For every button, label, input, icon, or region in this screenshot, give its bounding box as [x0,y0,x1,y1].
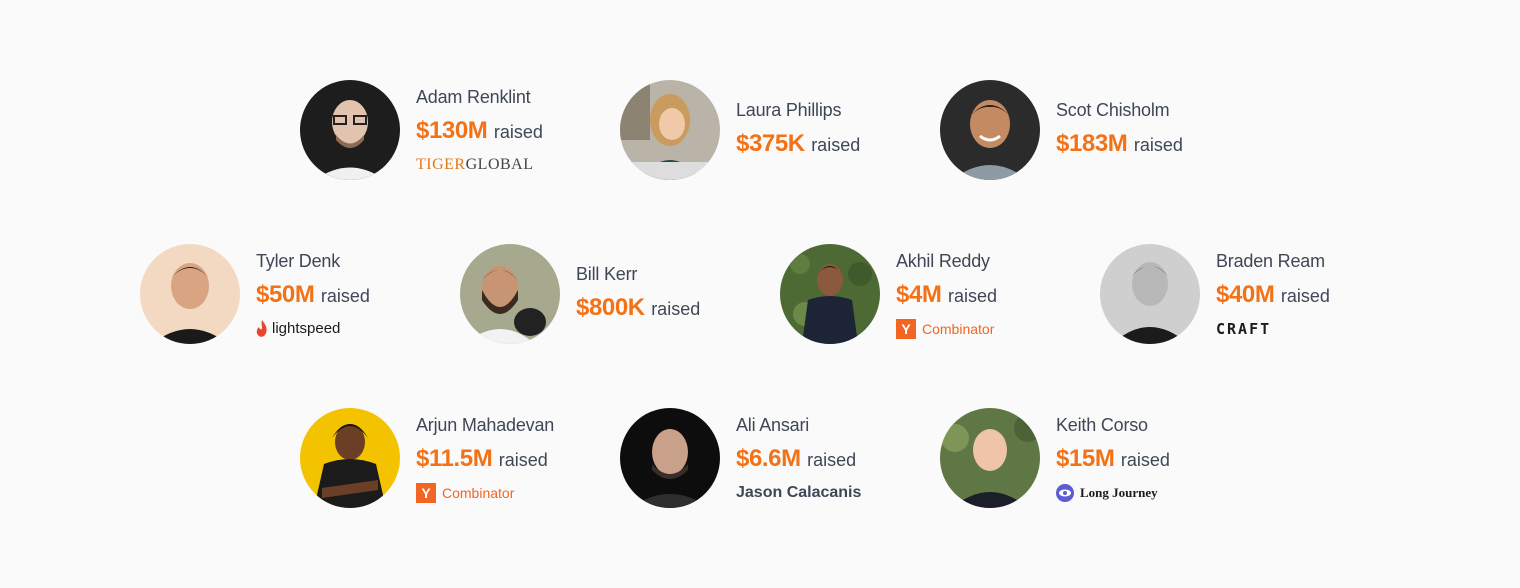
founder-card: Adam Renklint $130M raised TIGER GLOBAL [300,80,600,180]
founder-card: Akhil Reddy $4M raised Y Combinator [780,244,1080,344]
raised-label: raised [947,285,997,306]
founder-card: Scot Chisholm $183M raised [940,80,1240,180]
raise-line: $6.6M raised [736,444,926,477]
investor-logo-y-combinator: Y Combinator [416,482,606,503]
avatar [1100,244,1200,344]
raise-line: $130M raised [416,116,606,149]
raised-label: raised [1120,449,1170,470]
investor-logo-craft: CRAFT [1216,319,1272,338]
investor-logo-part: GLOBAL [465,155,534,173]
raise-line: $50M raised [256,280,446,313]
founder-info: Scot Chisholm $183M raised [1056,80,1246,180]
avatar [140,244,240,344]
raised-label: raised [1133,134,1183,155]
avatar [300,408,400,508]
founder-name: Ali Ansari [736,414,810,435]
flame-icon [256,319,267,337]
raise-line: $15M raised [1056,444,1246,477]
investor-name: Combinator [442,484,515,501]
founder-card: Arjun Mahadevan $11.5M raised Y Combinat… [300,408,600,508]
founder-name: Bill Kerr [576,263,638,284]
founder-info: Keith Corso $15M raised Long Journey [1056,408,1246,508]
investor-logo-tiger-global: TIGER GLOBAL [416,155,606,175]
founder-info: Braden Ream $40M raised CRAFT [1216,244,1406,344]
raised-label: raised [493,121,543,142]
amount-raised: $4M [896,280,942,308]
investor-name: Long Journey [1080,484,1158,500]
avatar [620,408,720,508]
raise-line: $4M raised [896,280,1086,313]
raise-line: $11.5M raised [416,444,606,477]
raised-label: raised [1280,285,1330,306]
raised-label: raised [811,134,861,155]
y-combinator-icon: Y [896,318,916,339]
amount-raised: $130M [416,116,488,144]
investor-logo-long-journey: Long Journey [1056,483,1246,503]
founder-name: Laura Phillips [736,99,842,120]
founder-card: Tyler Denk $50M raised lightspeed [140,244,440,344]
avatar [940,80,1040,180]
founder-card: Keith Corso $15M raised Long Journey [940,408,1240,508]
investor-name: lightspeed [272,320,341,337]
avatar [940,408,1040,508]
founder-info: Adam Renklint $130M raised TIGER GLOBAL [416,80,606,180]
raise-line: $375K raised [736,129,926,162]
amount-raised: $50M [256,280,315,308]
amount-raised: $6.6M [736,444,801,472]
founder-card: Ali Ansari $6.6M raised Jason Calacanis [620,408,920,508]
founder-card: Laura Phillips $375K raised [620,80,920,180]
raised-label: raised [651,298,701,319]
founder-name: Keith Corso [1056,414,1148,435]
amount-raised: $375K [736,129,805,157]
founder-name: Adam Renklint [416,86,531,107]
founder-info: Arjun Mahadevan $11.5M raised Y Combinat… [416,408,606,508]
raise-line: $800K raised [576,293,766,326]
investor-name: Jason Calacanis [736,483,862,501]
raise-line: $183M raised [1056,129,1246,162]
raised-label: raised [320,285,370,306]
avatar [300,80,400,180]
founder-name: Akhil Reddy [896,250,990,271]
founder-info: Laura Phillips $375K raised [736,80,926,180]
raised-label: raised [498,449,548,470]
founder-info: Akhil Reddy $4M raised Y Combinator [896,244,1086,344]
eye-badge-icon [1056,483,1074,502]
founder-name: Arjun Mahadevan [416,414,555,435]
founder-name: Tyler Denk [256,250,341,271]
founder-name: Braden Ream [1216,250,1325,271]
avatar [620,80,720,180]
founder-info: Tyler Denk $50M raised lightspeed [256,244,446,344]
investor-logo-lightspeed: lightspeed [256,319,446,339]
founder-info: Bill Kerr $800K raised [576,244,766,344]
founder-info: Ali Ansari $6.6M raised Jason Calacanis [736,408,926,508]
investor-logo-y-combinator: Y Combinator [896,318,1086,339]
amount-raised: $11.5M [416,444,493,472]
raised-label: raised [807,449,857,470]
founder-name: Scot Chisholm [1056,99,1170,120]
amount-raised: $15M [1056,444,1115,472]
amount-raised: $40M [1216,280,1275,308]
investor-logo-part: TIGER [416,155,466,173]
amount-raised: $800K [576,293,645,321]
founder-card: Braden Ream $40M raised CRAFT [1100,244,1400,344]
y-combinator-icon: Y [416,482,436,503]
raise-line: $40M raised [1216,280,1406,313]
founder-card: Bill Kerr $800K raised [460,244,760,344]
avatar [460,244,560,344]
amount-raised: $183M [1056,129,1128,157]
avatar [780,244,880,344]
investor-name: Combinator [922,320,995,337]
